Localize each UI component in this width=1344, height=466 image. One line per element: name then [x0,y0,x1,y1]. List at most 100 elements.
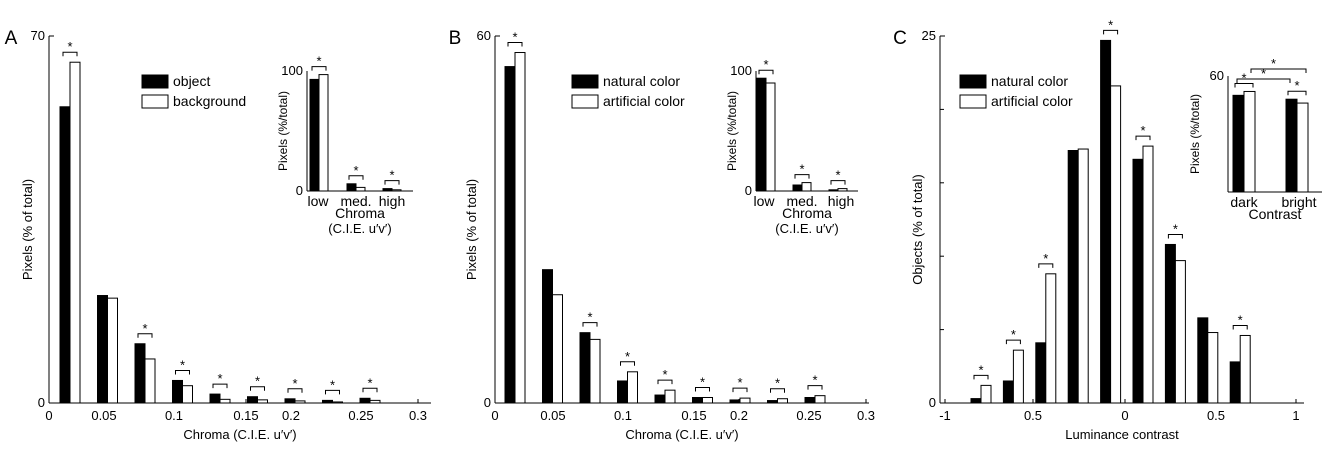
panel-b-inset-category: high [828,193,854,209]
panel-c-bar-series1 [1002,380,1014,404]
panel-c-sig-star: * [1140,123,1145,138]
panel-c-bar-series1 [1067,150,1079,404]
panel-a-inset-sig-star: * [353,163,358,178]
panel-a-bar-series1 [209,393,221,404]
panel-a-legend-label: object [173,73,210,89]
panel-c-sig-bracket [973,374,989,380]
panel-b-inset-bar-series2 [801,182,812,192]
panel-c-xlabel: Luminance contrast [1065,427,1179,442]
panel-a-sig-bracket [250,386,265,391]
panel-a-inset-sig-star: * [389,168,394,183]
panel-a-sig-star: * [217,371,222,386]
panel-b-ytick-max: 60 [477,28,491,43]
panel-b-sig-star: * [700,374,705,389]
panel-a-sig-bracket [362,387,378,393]
panel-c-bar-series2 [1045,273,1057,404]
panel-a-bar-series2 [257,399,268,404]
panel-c-inset-bar-series1 [1232,94,1245,193]
panel-a-sig-star: * [142,321,147,336]
panel-b-bar-series1 [542,269,553,404]
panel-c-inset-sig-star: * [1241,70,1246,85]
panel-b-xtick-label: 0.05 [540,408,565,423]
panel-b-bar-series1 [692,396,703,404]
panel-b-xtick-label: 0.15 [681,408,706,423]
panel-a-sig-bracket [175,369,190,375]
panel-b-bar-series1 [617,380,628,404]
panel-a-sig-star: * [67,39,72,54]
panel-c-xtick-label: 0.5 [1207,408,1225,423]
panel-c-inset-sig-bracket [1287,90,1307,96]
panel-a-bar-series1 [284,398,296,404]
panel-b-sig-star: * [512,30,517,45]
panel-a-xtick-label: 0.15 [233,408,258,423]
panel-a-bar-series2 [69,61,81,404]
panel-c-bar-series1 [1164,243,1176,404]
panel-a-bar-series2 [182,385,193,404]
panel-b-inset-bar-series2 [837,188,848,192]
panel-a-bar-series1 [134,343,146,404]
panel-a-sig-bracket [62,51,78,57]
panel-c-bar-series2 [1012,349,1024,404]
panel-c-inset-ytick-max: 60 [1210,68,1224,83]
panel-a-inset-bar-series2 [355,186,366,192]
panel-a-sig-bracket [325,389,340,395]
panel-a-bar-series1 [97,295,108,404]
panel-c-legend-label: natural color [991,73,1068,89]
panel-c-sig-bracket [1232,324,1248,330]
panel-b-bar-series1 [504,66,516,404]
panel-c-legend-label: artificial color [991,93,1073,109]
panel-a-inset-ytick-min: 0 [296,183,303,198]
panel-a-sig-bracket [137,333,153,338]
panel-b-inset-sig-star: * [763,57,768,72]
panel-c-inset-xlabel: Contrast [1249,206,1302,222]
panel-a-inset-xlabel-sub: (C.I.E. u′v′) [328,221,391,236]
panel-a-inset-xlabel: Chroma [335,205,385,221]
panel-c-sig-bracket [1135,135,1151,141]
panel-b-bar-series2 [664,389,676,404]
panel-a-bar-series2 [369,399,381,404]
panel-b-inset-bar-series1 [828,189,839,192]
panel-c-ytick-max: 25 [922,28,936,43]
panel-a-xlabel: Chroma (C.I.E. u′v′) [183,427,296,442]
panel-b-bar-series2 [702,396,713,404]
panel-b-inset-sig-bracket [794,174,810,179]
panel-b-inset-bar-series1 [756,77,767,192]
panel-b-inset-category: low [753,193,775,209]
panel-a-sig-bracket [287,388,303,393]
panel-b-bar-series2 [589,338,601,404]
panel-a-sig-star: * [367,375,372,390]
panel-a-ylabel: Pixels (% of total) [20,179,35,280]
panel-b-letter: B [449,28,462,49]
panel-b-sig-star: * [737,375,742,390]
panel-b-sig-star: * [625,349,630,364]
panel-a-legend-label: background [173,93,246,109]
panel-a-xtick-label: 0.1 [165,408,183,423]
panel-b-inset-bar-series2 [765,82,776,192]
panel-b-sig-star: * [812,373,817,388]
panel-b-sig-bracket [807,385,823,390]
panel-b-inset-bar-series1 [792,184,803,192]
panel-a-ytick-max: 70 [31,28,45,43]
panel-c-inset-sig-bracket-cross [1236,78,1291,83]
panel-b-inset-sig-star: * [835,168,840,183]
panel-a-inset-ylabel: Pixels (%/total) [276,91,290,171]
panel-a-inset-bar-series1 [346,183,357,192]
panel-a-sig-bracket [212,383,228,389]
panel-b-sig-bracket [507,42,523,47]
panel-c-inset-sig-star-cross: * [1271,56,1276,71]
panel-a-inset-sig-bracket [348,175,364,180]
panel-b-bar-series2 [739,397,751,404]
panel-a-ytick-min: 0 [38,395,45,410]
panel-c-inset-bar-series1 [1285,98,1298,193]
panel-b-sig-star: * [662,367,667,382]
panel-c-xtick-label: 0.5 [1024,408,1042,423]
panel-b-inset-xlabel-sub: (C.I.E. u′v′) [775,221,838,236]
panel-c-inset-bar-series2 [1296,102,1309,193]
panel-a-xtick-label: 0.2 [282,408,300,423]
panel-a-bar-series2 [107,297,118,404]
panel-b-sig-bracket [657,379,673,385]
panel-c-inset-category: dark [1230,194,1258,210]
panel-c-sig-star: * [1011,327,1016,342]
panel-a-inset-ytick-max: 100 [281,63,303,78]
panel-b-legend-label: artificial color [603,93,685,109]
